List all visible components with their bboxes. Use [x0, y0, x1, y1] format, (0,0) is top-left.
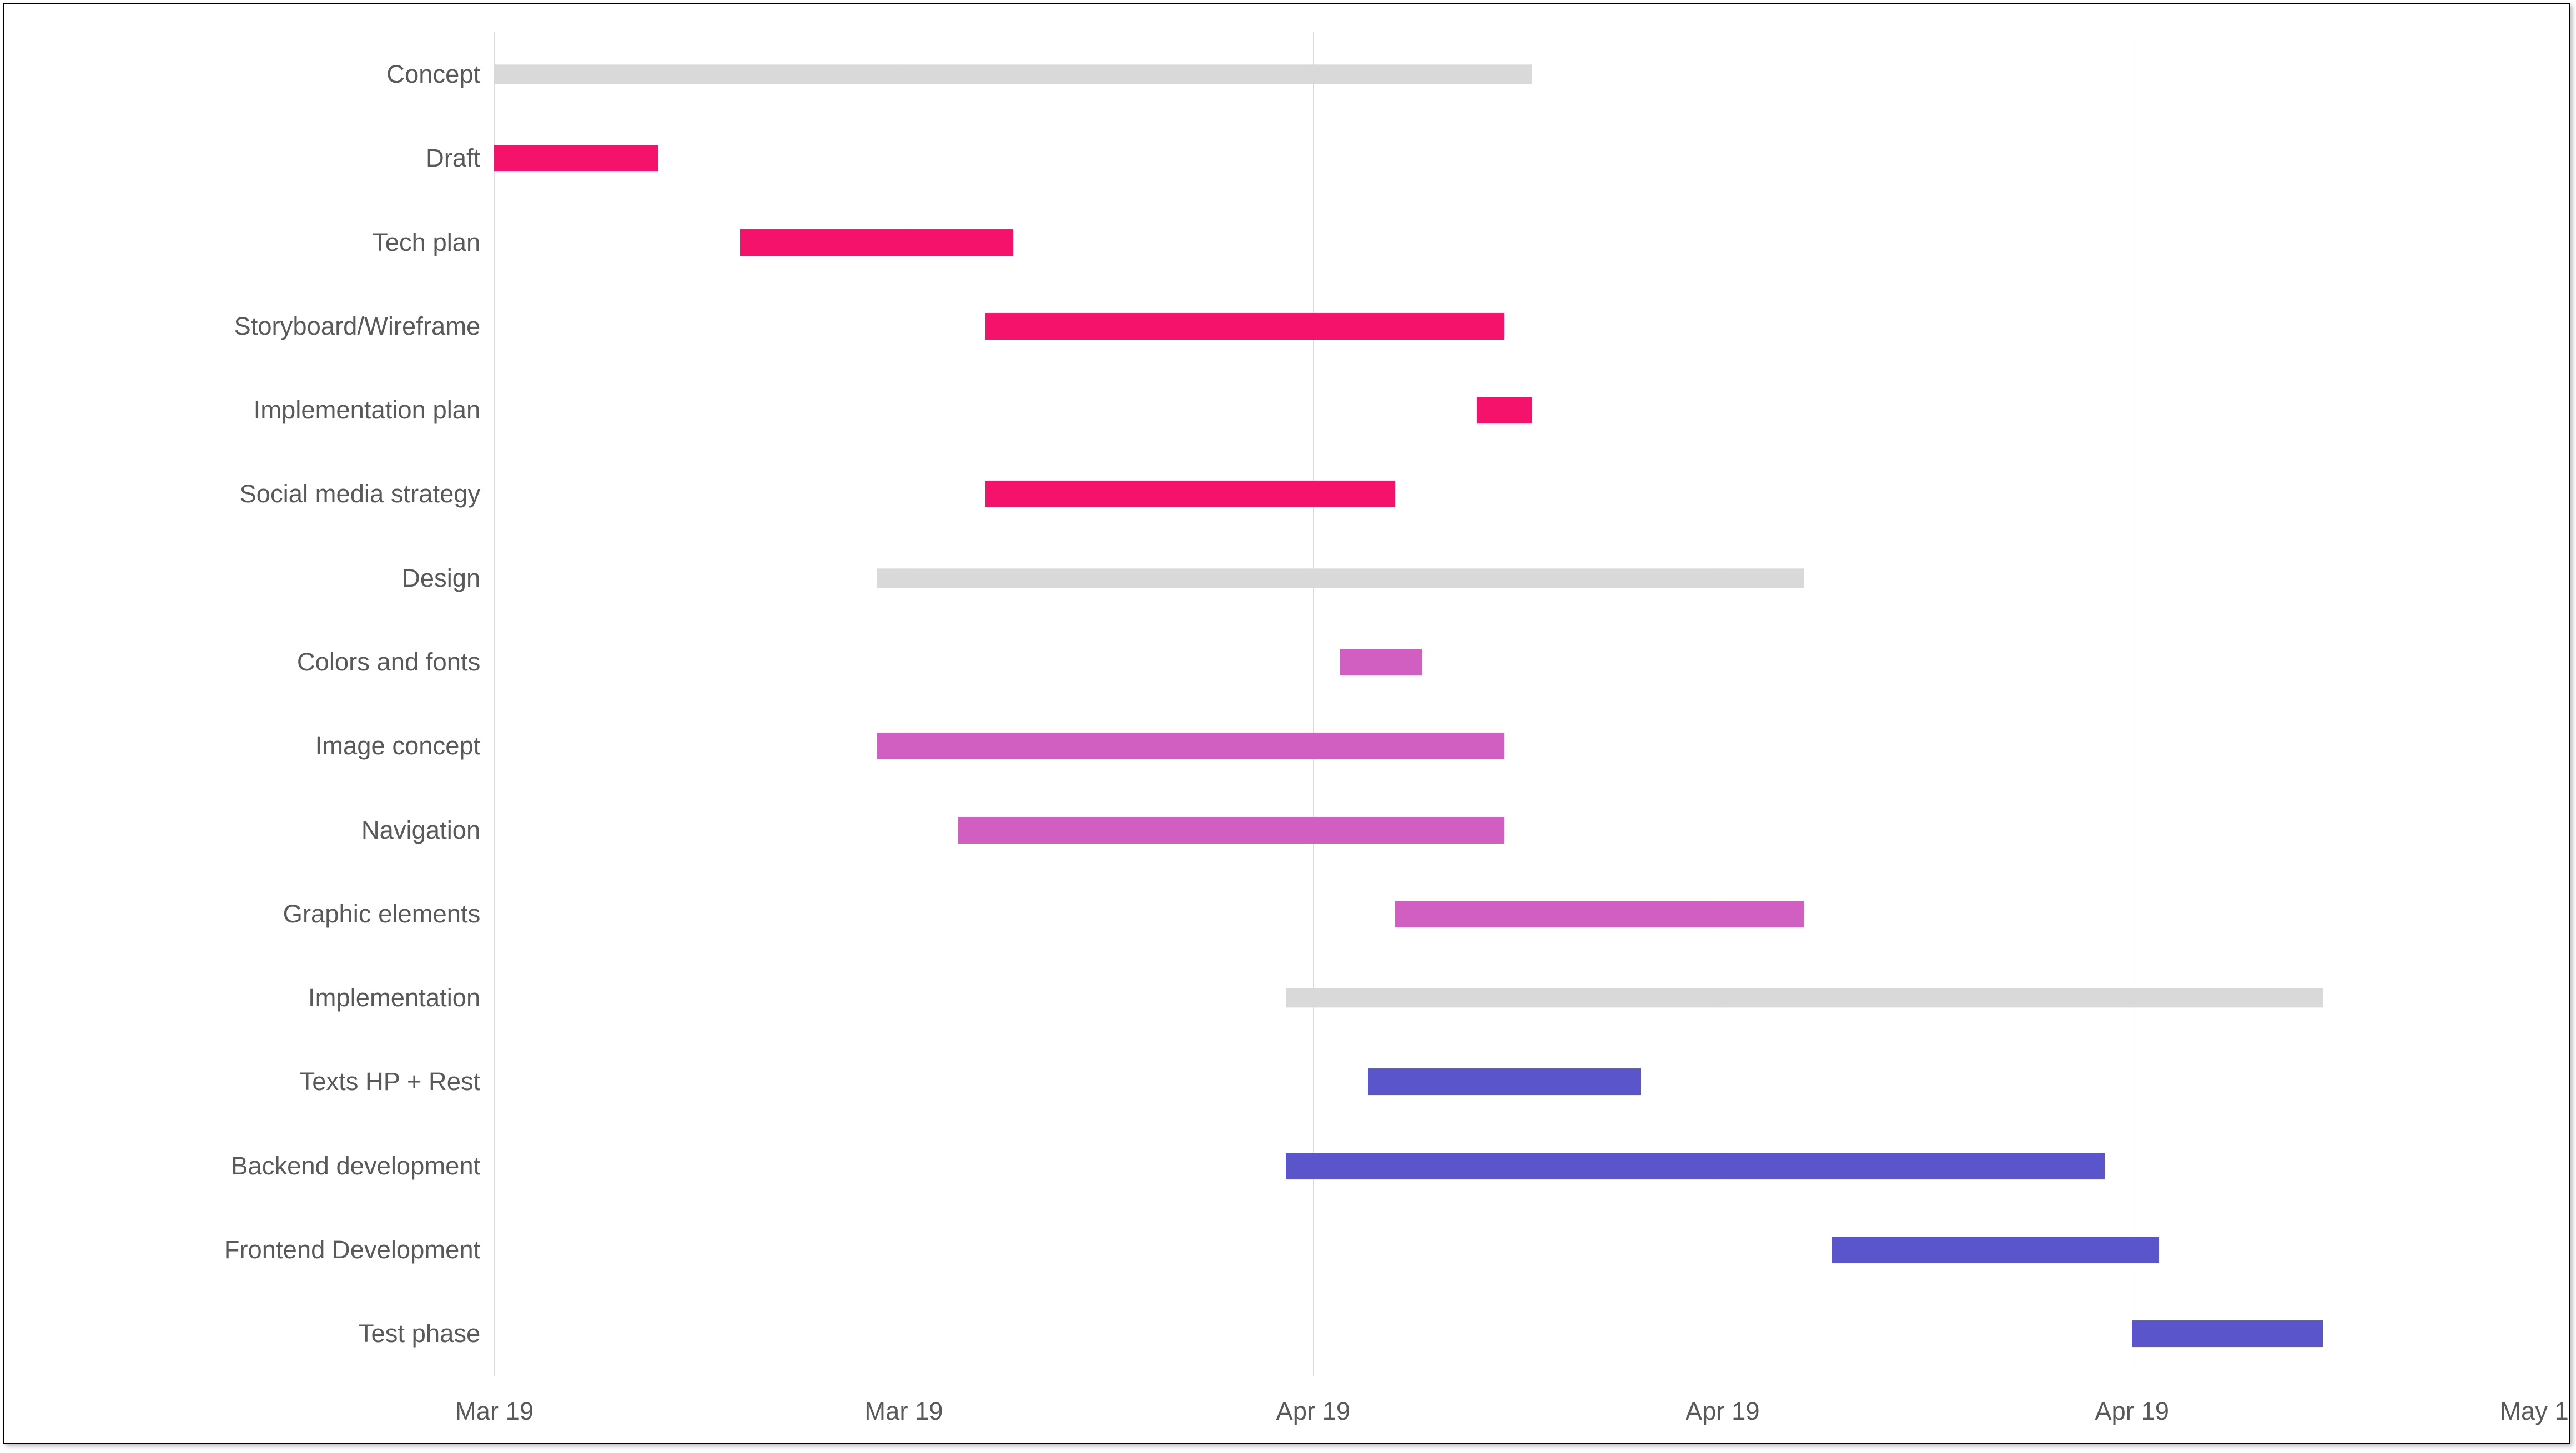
x-axis-label: Apr 19	[2095, 1397, 2169, 1426]
row-label: Test phase	[4, 1319, 480, 1348]
gantt-phase-bar	[877, 568, 1804, 588]
gantt-phase-bar	[494, 64, 1531, 84]
row-label: Storyboard/Wireframe	[4, 312, 480, 341]
row-label: Frontend Development	[4, 1235, 480, 1264]
gantt-task-bar	[494, 145, 658, 171]
row-label: Tech plan	[4, 228, 480, 257]
row-label: Navigation	[4, 816, 480, 845]
row-label: Graphic elements	[4, 900, 480, 929]
x-axis-label: May 19	[2500, 1397, 2570, 1426]
gantt-task-bar	[1368, 1069, 1641, 1096]
gridline	[494, 32, 495, 1376]
row-label: Colors and fonts	[4, 648, 480, 677]
x-axis-label: Apr 19	[1276, 1397, 1350, 1426]
gantt-task-bar	[985, 481, 1395, 508]
row-label: Backend development	[4, 1152, 480, 1180]
row-label: Implementation	[4, 983, 480, 1012]
gantt-task-bar	[1832, 1237, 2159, 1263]
plot-area	[494, 32, 2541, 1376]
gantt-task-bar	[2132, 1320, 2323, 1347]
row-label: Concept	[4, 60, 480, 89]
gantt-task-bar	[877, 733, 1505, 759]
gantt-chart: Mar 19 Mar 19 Apr 19 Apr 19 Apr 19 May 19 Conc…	[3, 3, 2570, 1444]
gantt-task-bar	[740, 229, 1013, 256]
row-label: Texts HP + Rest	[4, 1067, 480, 1096]
gantt-task-bar	[1286, 1153, 2105, 1179]
x-axis-label: Mar 19	[864, 1397, 943, 1426]
gantt-task-bar	[1340, 649, 1422, 675]
gantt-task-bar	[1395, 901, 1804, 927]
gantt-task-bar	[958, 817, 1504, 844]
gantt-task-bar	[985, 313, 1504, 340]
row-label: Design	[4, 564, 480, 593]
row-label: Draft	[4, 144, 480, 173]
row-label: Image concept	[4, 731, 480, 760]
x-axis-label: Mar 19	[455, 1397, 534, 1426]
gantt-phase-bar	[1286, 988, 2323, 1008]
x-axis-label: Apr 19	[1686, 1397, 1760, 1426]
gantt-task-bar	[1477, 397, 1531, 423]
row-label: Social media strategy	[4, 480, 480, 508]
row-label: Implementation plan	[4, 396, 480, 425]
